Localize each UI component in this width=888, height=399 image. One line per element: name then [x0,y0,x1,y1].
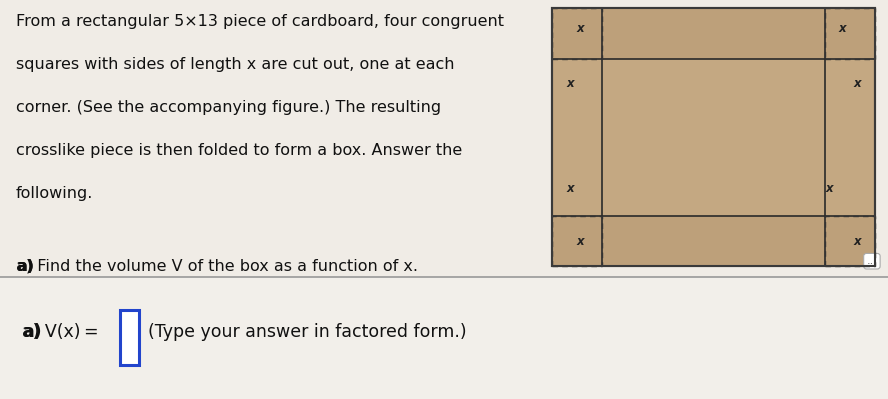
Text: a): a) [22,323,42,341]
Text: a): a) [16,259,34,274]
Text: x: x [576,22,583,35]
Text: a): a) [16,259,34,274]
Text: x: x [838,22,846,35]
Bar [552,216,875,266]
Text: x: x [853,77,861,90]
Text: crosslike piece is then folded to form a box. Answer the: crosslike piece is then folded to form a… [16,143,463,158]
Text: a) Find the volume V of the box as a function of x.: a) Find the volume V of the box as a fun… [16,259,418,274]
Bar [552,216,602,266]
Text: x: x [826,182,834,195]
Text: following.: following. [16,186,93,201]
Bar [825,216,875,266]
Text: (Type your answer in factored form.): (Type your answer in factored form.) [148,323,467,341]
Bar [825,8,875,59]
Text: corner. (See the accompanying figure.) The resulting: corner. (See the accompanying figure.) T… [16,100,441,115]
Bar [552,8,602,59]
Text: x: x [576,235,583,247]
Text: b): b) [16,302,35,317]
Text: a) V(x) =: a) V(x) = [22,323,99,341]
Bar [552,8,875,266]
Text: x: x [566,182,574,195]
Bar [552,8,875,59]
Bar [120,310,139,365]
Text: b) Sketch the graph of y = V(x).: b) Sketch the graph of y = V(x). [16,302,269,317]
Text: ...: ... [867,256,877,266]
Bar [552,8,875,266]
Text: x: x [566,77,574,90]
Text: From a rectangular 5×13 piece of cardboard, four congruent: From a rectangular 5×13 piece of cardboa… [16,14,504,29]
Text: squares with sides of length x are cut out, one at each: squares with sides of length x are cut o… [16,57,455,72]
Text: x: x [853,235,861,247]
